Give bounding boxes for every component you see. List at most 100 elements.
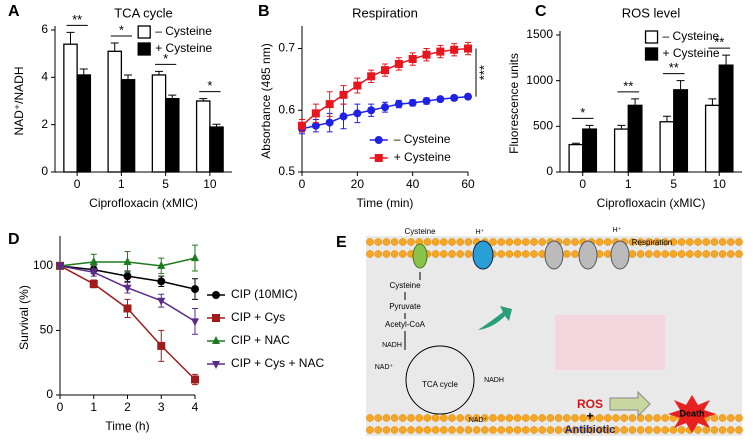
- lipid: [603, 238, 612, 246]
- lipid: [366, 414, 374, 422]
- lipid: [661, 426, 670, 434]
- lipid: [423, 414, 432, 422]
- lipid: [407, 426, 415, 434]
- lipid: [398, 238, 407, 246]
- lipid: [390, 414, 399, 422]
- y-tick-label: 100: [33, 258, 53, 272]
- lipid: [702, 426, 711, 434]
- lipid: [464, 238, 473, 246]
- error-bar: [199, 98, 208, 101]
- y-tick-label: 1000: [526, 73, 553, 87]
- lipid: [407, 238, 415, 246]
- lipid: [521, 250, 530, 258]
- marker: [123, 304, 132, 313]
- error-bar: [676, 80, 685, 90]
- lipid: [644, 426, 653, 434]
- y-tick-label: 0: [41, 164, 48, 178]
- lipid: [595, 426, 604, 434]
- lipid: [497, 250, 506, 258]
- error-bar: [212, 123, 221, 128]
- marker: [89, 269, 98, 278]
- marker: [191, 318, 199, 327]
- marker: [339, 90, 348, 99]
- lipid: [521, 426, 530, 434]
- x-tick-label: 1: [118, 177, 125, 191]
- lipid: [677, 238, 686, 246]
- lipid: [595, 238, 604, 246]
- lipid: [661, 250, 670, 258]
- lipid: [448, 426, 456, 434]
- lipid: [661, 414, 670, 422]
- lipid: [702, 238, 711, 246]
- lipid: [439, 426, 448, 434]
- y-tick-label: 1500: [526, 27, 553, 41]
- lipid: [644, 250, 653, 258]
- lipid: [685, 238, 694, 246]
- lipid: [718, 238, 727, 246]
- legend-swatch: [644, 30, 659, 44]
- legend-label: CIP + Cys + NAC: [231, 356, 324, 370]
- marker: [212, 291, 220, 299]
- lipid: [636, 238, 645, 246]
- lipid: [439, 414, 448, 422]
- marker: [191, 375, 199, 384]
- lipid: [628, 238, 637, 246]
- lipid: [513, 250, 522, 258]
- bar: [659, 121, 675, 173]
- fenton-box: [555, 315, 665, 370]
- lipid: [587, 426, 596, 434]
- lipid: [398, 414, 407, 422]
- legend-label: – Cysteine: [663, 29, 720, 43]
- lipid: [398, 250, 407, 258]
- x-tick-label: 0: [57, 400, 64, 414]
- lipid: [366, 426, 374, 434]
- error-bar: [124, 74, 133, 80]
- tca-cycle: [405, 345, 475, 415]
- lipid: [374, 238, 383, 246]
- bar: [63, 43, 78, 173]
- marker: [450, 93, 459, 102]
- x-tick-label: 5: [670, 177, 677, 191]
- x-tick-label: 4: [192, 400, 199, 414]
- marker: [464, 44, 472, 53]
- lipid: [669, 250, 678, 258]
- marker: [191, 253, 199, 262]
- lipid: [382, 238, 391, 246]
- lipid: [554, 414, 563, 422]
- lipid: [587, 414, 596, 422]
- marker: [325, 100, 334, 109]
- lipid: [505, 414, 514, 422]
- lipid: [415, 414, 424, 422]
- lipid: [456, 250, 465, 258]
- x-axis-label: Time (h): [105, 419, 149, 433]
- marker: [381, 66, 389, 75]
- marker: [394, 59, 403, 68]
- x-tick-label: 3: [158, 400, 165, 414]
- lipid: [546, 426, 555, 434]
- lipid: [735, 426, 743, 434]
- lipid: [398, 426, 407, 434]
- marker: [374, 154, 383, 162]
- marker: [374, 136, 383, 144]
- marker: [436, 95, 445, 104]
- lipid: [439, 238, 448, 246]
- marker: [212, 336, 220, 344]
- legend-label: CIP (10MIC): [231, 287, 297, 301]
- y-axis-label: NAD⁺/NADH: [12, 66, 26, 135]
- panel-label: D: [8, 231, 20, 248]
- bar: [209, 126, 224, 173]
- lipid: [456, 238, 465, 246]
- lipid: [530, 414, 538, 422]
- lipid: [595, 414, 604, 422]
- diagram-label: Cysteine: [389, 281, 421, 290]
- x-axis-label: Ciprofloxacin (xMIC): [597, 196, 706, 210]
- lipid: [603, 426, 612, 434]
- significance-label: **: [669, 60, 679, 75]
- lipid: [571, 238, 579, 246]
- marker: [422, 97, 431, 105]
- diagram-label: ROS: [577, 397, 603, 411]
- y-tick-label: 0.7: [278, 41, 295, 55]
- marker: [157, 297, 166, 306]
- lipid: [374, 250, 383, 258]
- lipid: [554, 426, 563, 434]
